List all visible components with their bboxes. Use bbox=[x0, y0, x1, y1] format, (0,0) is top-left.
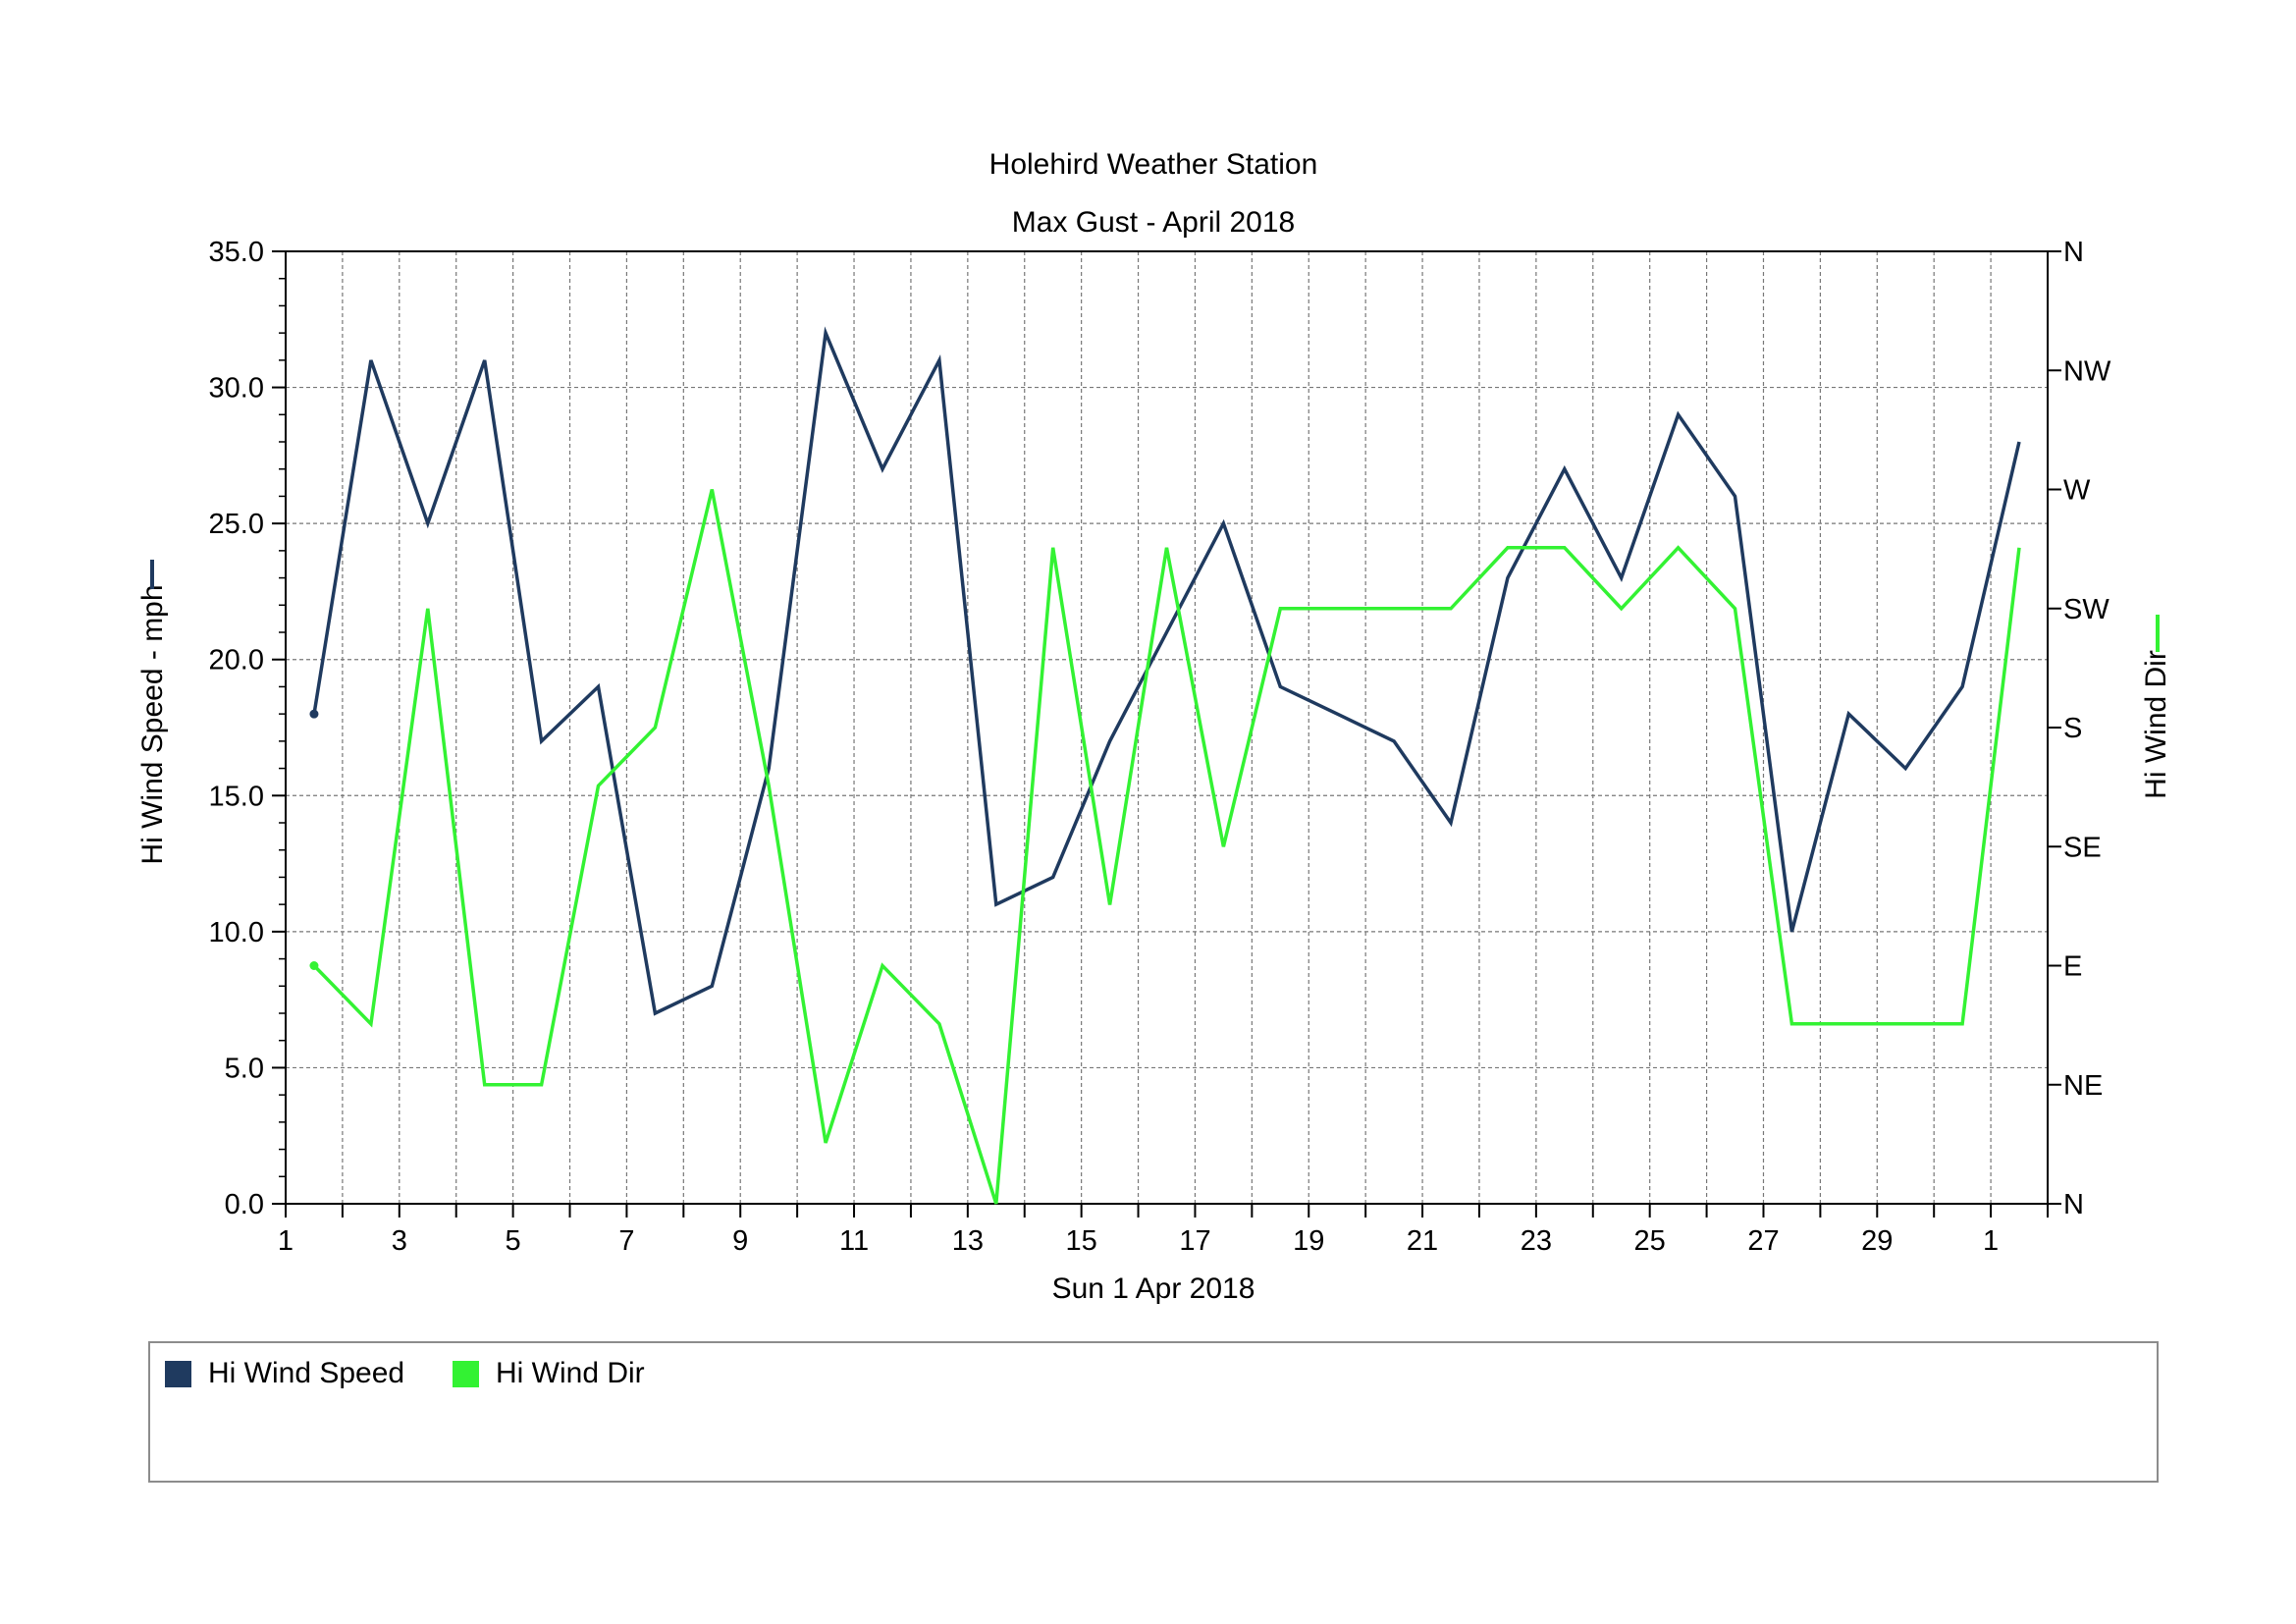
y-left-tick-label: 20.0 bbox=[209, 645, 264, 677]
x-tick-label: 29 bbox=[1861, 1225, 1893, 1257]
y-left-tick-label: 35.0 bbox=[209, 237, 264, 268]
series-lines bbox=[309, 326, 2021, 1205]
x-axis-title: Sun 1 Apr 2018 bbox=[1052, 1272, 1255, 1305]
plot-frame bbox=[285, 250, 2049, 1205]
y-left-tick-label: 15.0 bbox=[209, 781, 264, 812]
x-tick-label: 5 bbox=[506, 1225, 521, 1257]
x-tick-label: 19 bbox=[1293, 1225, 1324, 1257]
legend-swatch-hi-wind-dir bbox=[453, 1360, 479, 1387]
y-left-tick-label: 5.0 bbox=[225, 1053, 264, 1084]
x-tick-label: 27 bbox=[1747, 1225, 1779, 1257]
grid bbox=[286, 251, 2048, 1204]
x-tick-label: 23 bbox=[1521, 1225, 1552, 1257]
x-tick-label: 11 bbox=[839, 1225, 869, 1257]
y-left-tick-label: 25.0 bbox=[209, 509, 264, 540]
data-point-hi-wind-speed bbox=[309, 709, 319, 719]
x-tick-label: 1 bbox=[278, 1225, 294, 1257]
y-right-tick-label: SE bbox=[2063, 832, 2102, 863]
legend-item-hi-wind-speed: Hi Wind Speed bbox=[165, 1357, 404, 1390]
x-tick-label: 9 bbox=[732, 1225, 748, 1257]
legend: Hi Wind Speed Hi Wind Dir bbox=[148, 1341, 2159, 1483]
y-right-tick-label: S bbox=[2063, 713, 2082, 744]
y-right-tick-label: SW bbox=[2063, 594, 2109, 625]
y-left-axis-title: Hi Wind Speed - mph bbox=[136, 584, 169, 864]
data-point-hi-wind-dir bbox=[309, 961, 319, 970]
x-tick-label: 3 bbox=[392, 1225, 407, 1257]
y-right-axis-title: Hi Wind Dir bbox=[2140, 650, 2172, 799]
legend-item-hi-wind-dir: Hi Wind Dir bbox=[453, 1357, 645, 1390]
y-right-tick-label: W bbox=[2063, 475, 2091, 507]
x-tick-label: 15 bbox=[1066, 1225, 1097, 1257]
x-tick-label: 25 bbox=[1634, 1225, 1666, 1257]
x-tick-label: 7 bbox=[618, 1225, 634, 1257]
chart-subtitle: Max Gust - April 2018 bbox=[1012, 206, 1295, 239]
x-tick-label: 21 bbox=[1407, 1225, 1438, 1257]
y-left-tick-label: 30.0 bbox=[209, 373, 264, 405]
y-right-tick-label: E bbox=[2063, 951, 2082, 983]
series-line-hi-wind-dir bbox=[312, 489, 2021, 1205]
x-tick-label: 17 bbox=[1179, 1225, 1210, 1257]
x-tick-label: 1 bbox=[1983, 1225, 1999, 1257]
y-right-tick-label: NW bbox=[2063, 355, 2111, 387]
y-right-tick-label: NE bbox=[2063, 1070, 2103, 1102]
y-left-tick-label: 0.0 bbox=[225, 1189, 264, 1220]
y-right-tick-label: N bbox=[2063, 237, 2084, 268]
legend-label-hi-wind-speed: Hi Wind Speed bbox=[208, 1357, 405, 1389]
y-right-tick-label: N bbox=[2063, 1189, 2084, 1220]
legend-label-hi-wind-dir: Hi Wind Dir bbox=[496, 1357, 645, 1389]
chart-title: Holehird Weather Station bbox=[989, 148, 1318, 181]
axes: 0.0 5.0 10.0 15.0 20.0 25.0 30.0 35.0 N NE E SE S SW W… bbox=[209, 237, 2111, 1257]
y-left-tick-label: 10.0 bbox=[209, 917, 264, 948]
legend-swatch-hi-wind-speed bbox=[165, 1360, 191, 1387]
x-tick-label: 13 bbox=[952, 1225, 984, 1257]
